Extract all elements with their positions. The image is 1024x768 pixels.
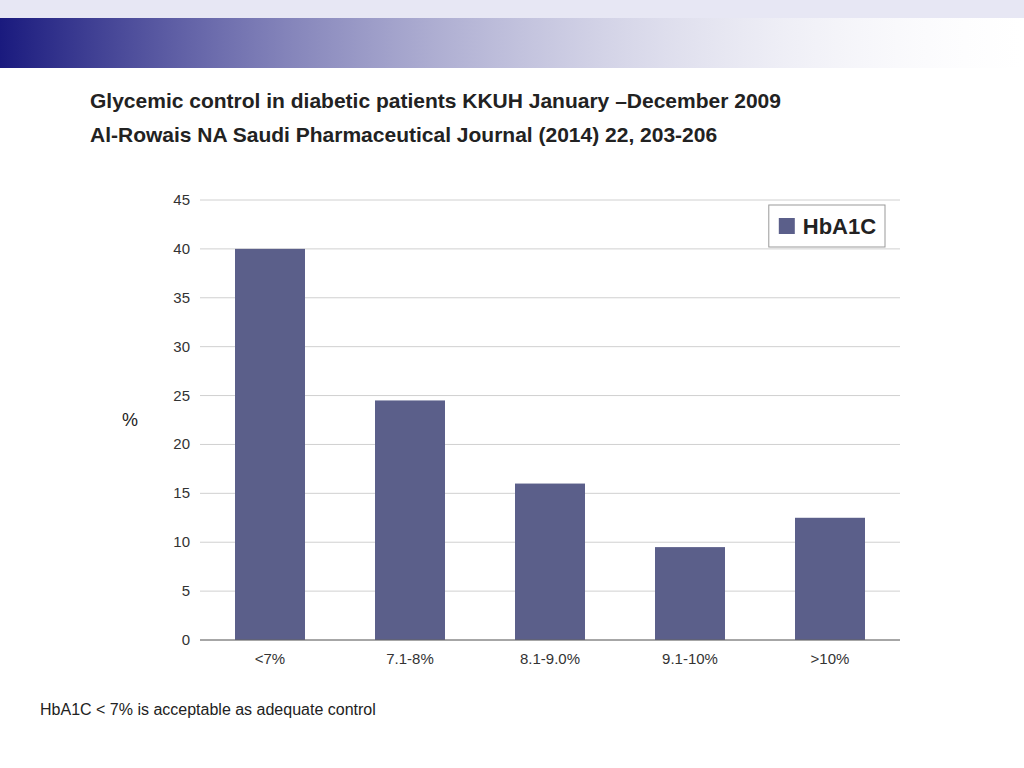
y-tick-label: 15 xyxy=(173,484,190,501)
x-tick-label: 7.1-8% xyxy=(386,650,434,667)
x-tick-label: >10% xyxy=(811,650,850,667)
header-strip xyxy=(0,0,1024,18)
x-axis: <7% 7.1-8% 8.1-9.0% 9.1-10% >10% xyxy=(200,640,900,667)
grid-line xyxy=(200,200,900,201)
y-tick-label: 40 xyxy=(173,240,190,257)
y-tick-label: 25 xyxy=(173,387,190,404)
y-tick-label: 0 xyxy=(182,631,190,648)
x-tick-label: 9.1-10% xyxy=(662,650,718,667)
footnote: HbA1C < 7% is acceptable as adequate con… xyxy=(40,701,376,718)
legend-label: HbA1C xyxy=(803,214,876,239)
chart-container: Glycemic control in diabetic patients KK… xyxy=(0,0,1024,768)
bars xyxy=(235,249,865,640)
title: Glycemic control in diabetic patients KK… xyxy=(90,89,781,112)
x-tick-label: 8.1-9.0% xyxy=(520,650,580,667)
y-tick-label: 45 xyxy=(173,191,190,208)
y-tick-label: 5 xyxy=(182,582,190,599)
bar xyxy=(375,400,445,640)
legend: HbA1C xyxy=(769,205,885,247)
subtitle: Al-Rowais NA Saudi Pharmaceutical Journa… xyxy=(90,123,717,146)
y-tick-label: 30 xyxy=(173,338,190,355)
y-tick-label: 35 xyxy=(173,289,190,306)
bar xyxy=(655,547,725,640)
x-axis-line xyxy=(200,640,900,641)
x-tick-label: <7% xyxy=(255,650,285,667)
legend-box xyxy=(769,205,885,247)
y-tick-label: 10 xyxy=(173,533,190,550)
grid-line xyxy=(200,640,900,641)
bar xyxy=(515,484,585,640)
bar xyxy=(795,518,865,640)
header-bar xyxy=(0,18,1024,68)
y-axis: 0 5 10 15 20 25 30 35 40 45 xyxy=(173,191,900,648)
y-tick-label: 20 xyxy=(173,435,190,452)
bar xyxy=(235,249,305,640)
y-axis-label: % xyxy=(122,410,138,430)
legend-swatch xyxy=(779,218,795,234)
chart-svg: Glycemic control in diabetic patients KK… xyxy=(0,0,1024,768)
